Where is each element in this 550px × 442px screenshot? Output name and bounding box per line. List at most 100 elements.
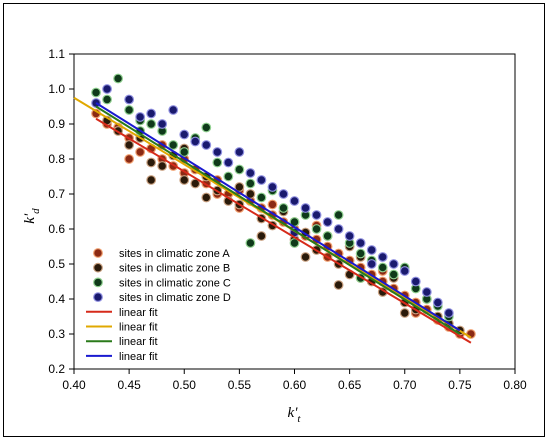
x-axis-title: k't bbox=[288, 405, 302, 425]
data-point-zone-D bbox=[388, 259, 399, 269]
y-tick-label: 1.0 bbox=[48, 82, 65, 96]
data-point-zone-D bbox=[311, 210, 322, 220]
legend-marker bbox=[93, 292, 103, 303]
y-axis: 0.2 0.3 0.4 0.5 0.6 0.7 0.8 0.9 1.0 1.1 bbox=[48, 47, 74, 376]
legend-label: linear fit bbox=[119, 351, 158, 363]
data-point-zone-D bbox=[366, 259, 377, 269]
x-axis: 0.40 0.45 0.50 0.55 0.60 0.65 0.70 0.75 0.80 bbox=[62, 369, 527, 392]
data-point-zone-C bbox=[223, 171, 234, 182]
data-point-zone-D bbox=[344, 231, 355, 241]
data-point-zone-D bbox=[322, 217, 333, 227]
data-point-zone-D bbox=[179, 129, 190, 140]
legend-label: sites in climatic zone C bbox=[119, 277, 231, 289]
linear-fit-line-3 bbox=[95, 105, 461, 335]
fit-lines bbox=[73, 96, 472, 344]
legend-label: sites in climatic zone B bbox=[119, 263, 230, 275]
data-point-zone-D bbox=[190, 136, 201, 147]
data-point-zone-C bbox=[322, 231, 333, 241]
data-point-zone-D bbox=[102, 84, 112, 94]
y-tick-label: 0.4 bbox=[48, 292, 65, 306]
data-point-zone-B bbox=[201, 192, 212, 203]
data-point-zone-C bbox=[388, 269, 399, 280]
y-tick-label: 0.2 bbox=[48, 362, 65, 376]
data-point-zone-A bbox=[124, 154, 135, 164]
data-point-zone-C bbox=[91, 87, 101, 98]
data-point-zone-D bbox=[366, 245, 377, 255]
legend-label: sites in climatic zone D bbox=[119, 292, 231, 304]
legend: sites in climatic zone A sites in climati… bbox=[86, 248, 231, 363]
data-point-zone-D bbox=[146, 108, 157, 119]
x-tick-label: 0.40 bbox=[62, 378, 86, 392]
data-point-zone-C bbox=[289, 238, 300, 248]
data-point-zone-D bbox=[278, 189, 289, 199]
data-point-zone-B bbox=[146, 157, 157, 168]
y-tick-label: 0.3 bbox=[48, 327, 65, 341]
data-point-zone-C bbox=[355, 248, 366, 259]
data-point-zone-D bbox=[355, 238, 366, 248]
data-point-zone-C bbox=[212, 157, 223, 168]
data-point-zone-D bbox=[201, 140, 212, 150]
figure-frame: 0.40 0.45 0.50 0.55 0.60 0.65 0.70 0.75 0.80 0.2… bbox=[3, 3, 545, 437]
x-tick-label: 0.45 bbox=[117, 378, 141, 392]
y-axis-title-sub: d bbox=[30, 208, 42, 214]
x-tick-label: 0.65 bbox=[338, 378, 362, 392]
data-point-zone-C bbox=[201, 122, 212, 133]
legend-label: sites in climatic zone A bbox=[119, 248, 230, 260]
data-point-zone-C bbox=[179, 147, 190, 157]
x-axis-title-sub: t bbox=[297, 413, 301, 425]
data-point-zone-D bbox=[399, 266, 410, 276]
data-point-zone-C bbox=[256, 192, 267, 203]
data-point-zone-A bbox=[267, 199, 278, 210]
data-point-zone-C bbox=[113, 73, 123, 84]
data-point-zone-D bbox=[168, 105, 179, 115]
data-point-zone-C bbox=[102, 94, 112, 105]
linear-fit-line-1 bbox=[95, 117, 472, 344]
data-point-zone-B bbox=[256, 231, 267, 241]
legend-marker bbox=[93, 262, 103, 273]
data-point-zone-D bbox=[234, 147, 245, 157]
data-point-zone-D bbox=[245, 168, 256, 178]
y-tick-label: 0.7 bbox=[48, 187, 65, 201]
linear-fit-line-4 bbox=[95, 102, 461, 332]
scatter-chart: 0.40 0.45 0.50 0.55 0.60 0.65 0.70 0.75 0.80 0.2… bbox=[22, 47, 527, 425]
data-point-zone-D bbox=[223, 157, 234, 168]
legend-marker bbox=[93, 248, 103, 258]
data-point-zone-D bbox=[135, 112, 146, 122]
data-point-zone-C bbox=[146, 119, 157, 129]
y-tick-label: 0.6 bbox=[48, 222, 65, 236]
legend-marker bbox=[93, 277, 103, 288]
data-point-zone-B bbox=[179, 175, 190, 185]
x-tick-label: 0.50 bbox=[173, 378, 197, 392]
data-point-zone-C bbox=[124, 105, 135, 115]
data-point-zone-B bbox=[245, 189, 256, 199]
data-point-zone-D bbox=[333, 224, 344, 234]
y-tick-label: 0.5 bbox=[48, 257, 65, 271]
data-point-zone-A bbox=[135, 147, 146, 157]
data-point-zone-B bbox=[146, 175, 157, 185]
data-point-zone-D bbox=[124, 94, 135, 105]
data-point-zone-D bbox=[421, 287, 432, 297]
y-axis-title: k'd bbox=[22, 208, 42, 224]
legend-label: linear fit bbox=[119, 307, 158, 319]
data-point-zone-C bbox=[333, 210, 344, 220]
data-point-zone-B bbox=[399, 308, 410, 318]
y-tick-label: 1.1 bbox=[48, 47, 65, 61]
data-point-zone-C bbox=[168, 140, 179, 150]
data-point-zone-C bbox=[377, 262, 388, 273]
data-point-zone-C bbox=[234, 164, 245, 175]
data-point-zone-C bbox=[278, 203, 289, 213]
data-point-zone-D bbox=[157, 119, 168, 129]
data-point-zone-D bbox=[212, 147, 223, 157]
y-axis-title-main: k' bbox=[22, 213, 38, 224]
x-tick-label: 0.75 bbox=[448, 378, 472, 392]
x-tick-label: 0.70 bbox=[393, 378, 417, 392]
data-point-zone-D bbox=[377, 252, 388, 262]
y-tick-label: 0.8 bbox=[48, 152, 65, 166]
data-point-zone-D bbox=[300, 203, 311, 213]
data-point-zone-B bbox=[124, 140, 135, 150]
data-point-zone-D bbox=[256, 175, 267, 185]
data-point-zone-C bbox=[245, 178, 256, 189]
data-point-zone-B bbox=[333, 280, 344, 290]
data-point-zone-D bbox=[289, 196, 300, 206]
data-point-zone-B bbox=[300, 252, 311, 262]
